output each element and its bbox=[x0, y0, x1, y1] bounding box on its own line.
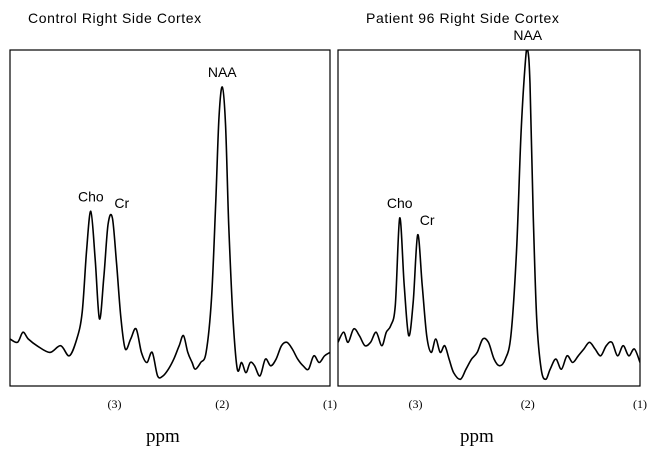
control-spectrum-line-0 bbox=[10, 86, 330, 379]
control-chart-title: Control Right Side Cortex bbox=[28, 10, 202, 26]
control-x-tick-label: (2) bbox=[215, 397, 229, 411]
patient-x-tick-label: (3) bbox=[408, 397, 422, 411]
patient-spectrum-panel: (3) (2) (1) Cho Cr NAA bbox=[337, 27, 647, 411]
patient-x-axis-label: ppm bbox=[460, 426, 494, 447]
control-peak-label-cr: Cr bbox=[114, 195, 129, 211]
patient-chart-title: Patient 96 Right Side Cortex bbox=[366, 10, 560, 26]
control-x-axis-label: ppm bbox=[146, 426, 180, 447]
patient-peak-label-cho: Cho bbox=[387, 195, 413, 211]
control-peak-label-cho: Cho bbox=[78, 188, 104, 204]
patient-peak-label-cr: Cr bbox=[420, 212, 435, 228]
control-x-tick-label: (3) bbox=[108, 397, 122, 411]
patient-x-tick-label: (2) bbox=[521, 397, 535, 411]
control-plot-frame bbox=[9, 49, 331, 387]
patient-peak-label-naa: NAA bbox=[513, 27, 542, 43]
control-peak-label-naa: NAA bbox=[208, 64, 237, 80]
patient-plot-frame bbox=[337, 49, 641, 387]
control-spectrum-panel: (3) (2) (1) Cho Cr NAA bbox=[9, 49, 337, 411]
patient-x-tick-label: (1) bbox=[633, 397, 647, 411]
control-x-tick-label: (1) bbox=[323, 397, 337, 411]
patient-spectrum-line-0 bbox=[338, 50, 640, 381]
